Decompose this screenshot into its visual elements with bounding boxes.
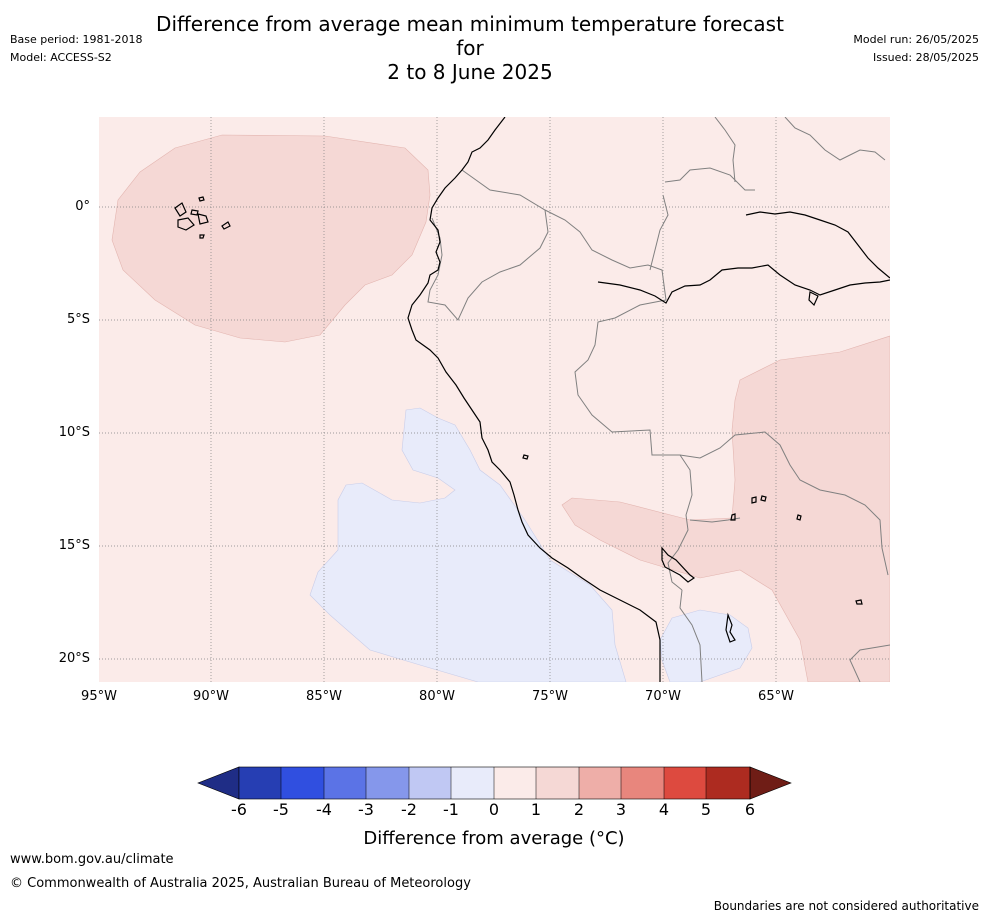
colorbar-swatch <box>579 767 622 799</box>
lat-label-5s: 5°S <box>66 312 90 327</box>
warm-anomaly-east <box>561 335 890 682</box>
colorbar-dividers <box>280 767 707 799</box>
model-run: Model run: 26/05/2025 <box>853 33 979 46</box>
lon-label-70w: 70°W <box>645 689 681 704</box>
country-borders <box>427 117 890 682</box>
colorbar-swatch <box>366 767 409 799</box>
lon-label-85w: 85°W <box>306 689 342 704</box>
colorbar-swatch <box>324 767 367 799</box>
warm-anomaly-pacific <box>111 134 431 343</box>
colorbar-tick: 2 <box>573 800 585 819</box>
colorbar-tick: -6 <box>231 800 247 819</box>
copyright-notice: © Commonwealth of Australia 2025, Austra… <box>10 876 471 891</box>
lat-label-10s: 10°S <box>58 425 90 440</box>
colorbar-tick: -3 <box>358 800 374 819</box>
colorbar-tick: -4 <box>316 800 332 819</box>
colorbar-outline <box>238 766 751 800</box>
metadata-left: Base period: 1981-2018 Model: ACCESS-S2 <box>10 31 142 67</box>
colorbar-tick: 5 <box>700 800 712 819</box>
boundary-disclaimer: Boundaries are not considered authoritat… <box>713 899 979 913</box>
lon-label-90w: 90°W <box>193 689 229 704</box>
colorbar-tick: 1 <box>530 800 542 819</box>
colorbar-swatch <box>494 767 537 799</box>
cool-anomaly-ocean <box>309 407 627 682</box>
colorbar-swatch <box>409 767 452 799</box>
colorbar-swatch <box>239 767 282 799</box>
graticule <box>99 117 890 682</box>
model-name: Model: ACCESS-S2 <box>10 51 112 64</box>
colorbar-tick: 6 <box>744 800 756 819</box>
title-line-2: 2 to 8 June 2025 <box>387 60 553 84</box>
base-period: Base period: 1981-2018 <box>10 33 143 46</box>
lat-label-0: 0° <box>75 199 90 214</box>
map-title: Difference from average mean minimum tem… <box>150 12 790 84</box>
colorbar-swatch <box>664 767 707 799</box>
colorbar-swatch <box>706 767 750 799</box>
lon-label-95w: 95°W <box>81 689 117 704</box>
colorbar-low-extend <box>197 766 240 800</box>
colorbar-tick: 4 <box>658 800 670 819</box>
cool-anomaly-altiplano <box>659 609 753 682</box>
lon-label-65w: 65°W <box>758 689 794 704</box>
colorbar-tick: -5 <box>273 800 289 819</box>
colorbar-tick: 3 <box>615 800 627 819</box>
colorbar-tick: -2 <box>401 800 417 819</box>
lat-label-15s: 15°S <box>58 538 90 553</box>
issued-date: Issued: 28/05/2025 <box>872 51 979 64</box>
colorbar-swatch <box>536 767 579 799</box>
website-link[interactable]: www.bom.gov.au/climate <box>10 852 174 867</box>
colorbar-tick: 0 <box>488 800 500 819</box>
colorbar-swatch <box>281 767 324 799</box>
lon-label-80w: 80°W <box>419 689 455 704</box>
metadata-right: Model run: 26/05/2025 Issued: 28/05/2025 <box>853 31 979 67</box>
colorbar-swatch <box>621 767 664 799</box>
lon-label-75w: 75°W <box>532 689 568 704</box>
colorbar-high-extend <box>749 766 792 800</box>
title-line-1: Difference from average mean minimum tem… <box>156 12 784 60</box>
coastline <box>174 117 890 682</box>
colorbar-label: Difference from average (°C) <box>363 828 625 849</box>
lat-label-20s: 20°S <box>58 651 90 666</box>
colorbar-tick: -1 <box>443 800 459 819</box>
colorbar-swatch <box>451 767 494 799</box>
